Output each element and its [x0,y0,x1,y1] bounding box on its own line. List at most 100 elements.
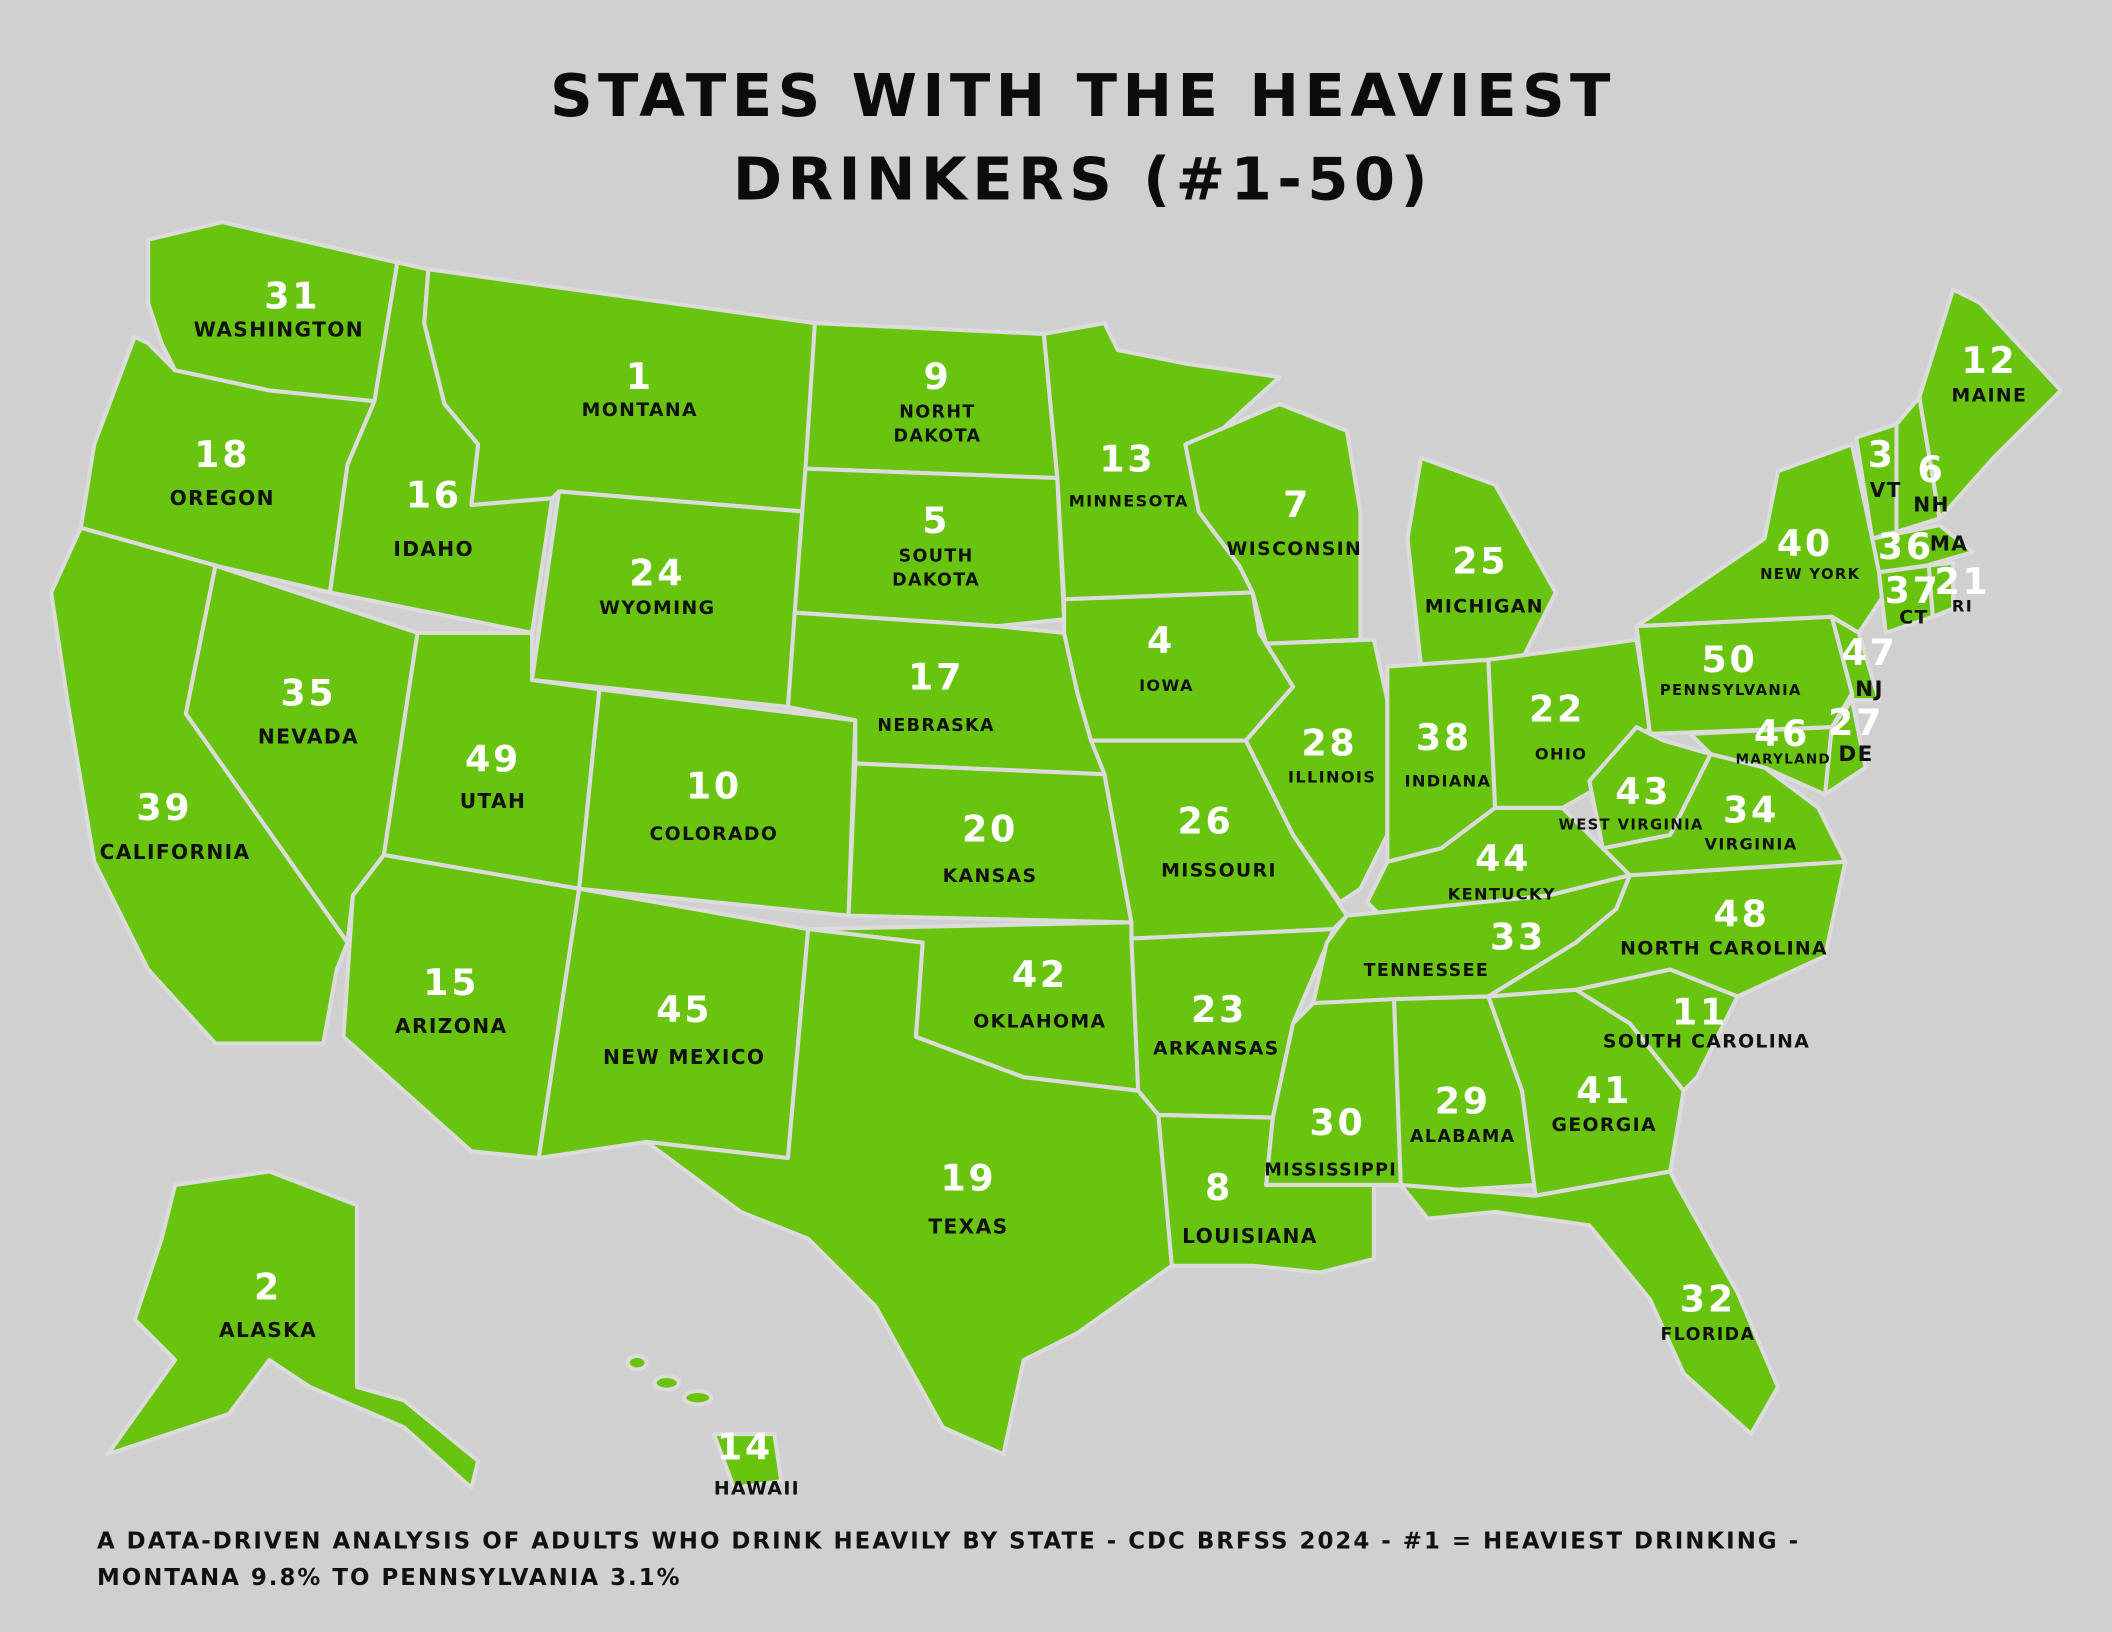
state-rank: 48 [1714,892,1770,935]
state-label: NEBRASKA [877,716,994,736]
state-label: SOUTH [899,547,974,567]
state-label: NH [1913,493,1949,517]
state-label: MONTANA [582,400,698,421]
state-shape [644,927,1174,1457]
state-rank: 45 [656,988,712,1031]
state-shape [792,466,1067,629]
state-label: MA [1930,532,1968,556]
state-label: DE [1838,742,1873,767]
state-label: OHIO [1535,744,1587,763]
state-rank: 34 [1723,789,1779,832]
states [49,220,2063,1490]
state-label: MINNESOTA [1069,491,1189,510]
state-rank: 40 [1777,522,1833,565]
state-rank: 41 [1576,1069,1632,1112]
state-label: MARYLAND [1736,752,1831,767]
island [652,1374,681,1392]
state-shape [105,1169,481,1490]
state-rank: 49 [465,738,521,781]
state-label: IDAHO [393,537,474,561]
state-shape [1870,523,1976,575]
state-rank: 19 [940,1156,996,1199]
state-rank: 32 [1680,1278,1736,1321]
state-label: IOWA [1139,676,1194,695]
state-shape [1398,1169,1780,1437]
state-rank: 42 [1012,953,1068,996]
state-label: MISSOURI [1161,861,1277,882]
state-rank: 36 [1878,525,1934,568]
state-shape [1823,698,1868,797]
state-label: WEST VIRGINIA [1559,816,1704,833]
state-rank: 18 [194,433,250,476]
state-rank: 25 [1452,540,1508,583]
state-label: KENTUCKY [1448,884,1556,903]
state-rank: 44 [1475,837,1531,880]
state-shape [1829,614,1881,703]
state-label: WYOMING [599,598,715,619]
state-rank: 43 [1615,770,1671,813]
state-label: CALIFORNIA [100,840,251,864]
state-shape [1688,725,1834,797]
state-rank: 15 [423,961,479,1004]
state-label: NORTH CAROLINA [1620,939,1828,960]
state-label: COLORADO [650,824,779,845]
state-label: OREGON [170,486,275,510]
state-label: VT [1870,478,1902,502]
state-label: ALABAMA [1410,1127,1516,1147]
state-label: ILLINOIS [1288,767,1376,786]
state-label: NEW MEXICO [603,1045,765,1069]
state-label: HAWAII [714,1479,800,1500]
state-rank: 46 [1754,712,1810,755]
state-label: ARIZONA [395,1014,507,1038]
state-rank: 47 [1842,631,1898,674]
state-shape [1917,287,2063,521]
state-rank: 39 [136,786,192,829]
state-rank: 50 [1701,638,1757,681]
state-rank: 37 [1885,569,1941,612]
state-label: GEORGIA [1552,1115,1657,1136]
state-shape [711,1432,784,1490]
state-rank: 38 [1416,716,1472,759]
title-line: STATES WITH THE HEAVIEST [550,61,1616,130]
state-rank: 26 [1178,800,1234,843]
state-label: WASHINGTON [194,318,364,342]
state-label: DAKOTA [893,427,981,447]
state-label: MICHIGAN [1425,597,1544,618]
state-label: RI [1952,596,1973,615]
state-label: PENNSYLVANIA [1660,682,1802,699]
state-rank: 13 [1099,437,1155,480]
state-rank: 33 [1490,915,1546,958]
state-label: ARKANSAS [1153,1038,1280,1059]
state-rank: 3 [1868,433,1896,476]
state-shape [1243,637,1390,905]
state-rank: 23 [1191,988,1247,1031]
state-shape [1926,560,1956,619]
state-rank: 31 [264,274,320,317]
state-label: CT [1899,607,1928,628]
state-rank: 24 [629,552,685,595]
state-label: TENNESSEE [1364,961,1490,981]
state-rank: 2 [254,1265,282,1308]
state-rank: 5 [922,499,950,542]
state-label: WISCONSIN [1227,539,1362,560]
state-label: VIRGINIA [1704,835,1797,854]
state-label: FLORIDA [1660,1325,1755,1345]
state-rank: 7 [1283,483,1311,526]
state-label: KANSAS [943,866,1038,887]
state-label: NEW YORK [1760,566,1860,583]
state-label: LOUISIANA [1182,1224,1318,1248]
state-shape [1486,859,1848,999]
state-rank: 9 [923,355,951,398]
state-rank: 10 [686,765,742,808]
island [625,1353,649,1372]
state-rank: 21 [1934,560,1990,603]
state-rank: 8 [1205,1166,1233,1209]
state-label: UTAH [460,789,527,813]
footnote-line: A DATA-DRIVEN ANALYSIS OF ADULTS WHO DRI… [97,1529,1800,1555]
title-line: DRINKERS (#1-50) [733,144,1433,213]
state-rank: 16 [406,474,462,517]
state-label: OKLAHOMA [973,1011,1106,1032]
state-rank: 22 [1529,688,1585,731]
state-rank: 28 [1301,721,1357,764]
